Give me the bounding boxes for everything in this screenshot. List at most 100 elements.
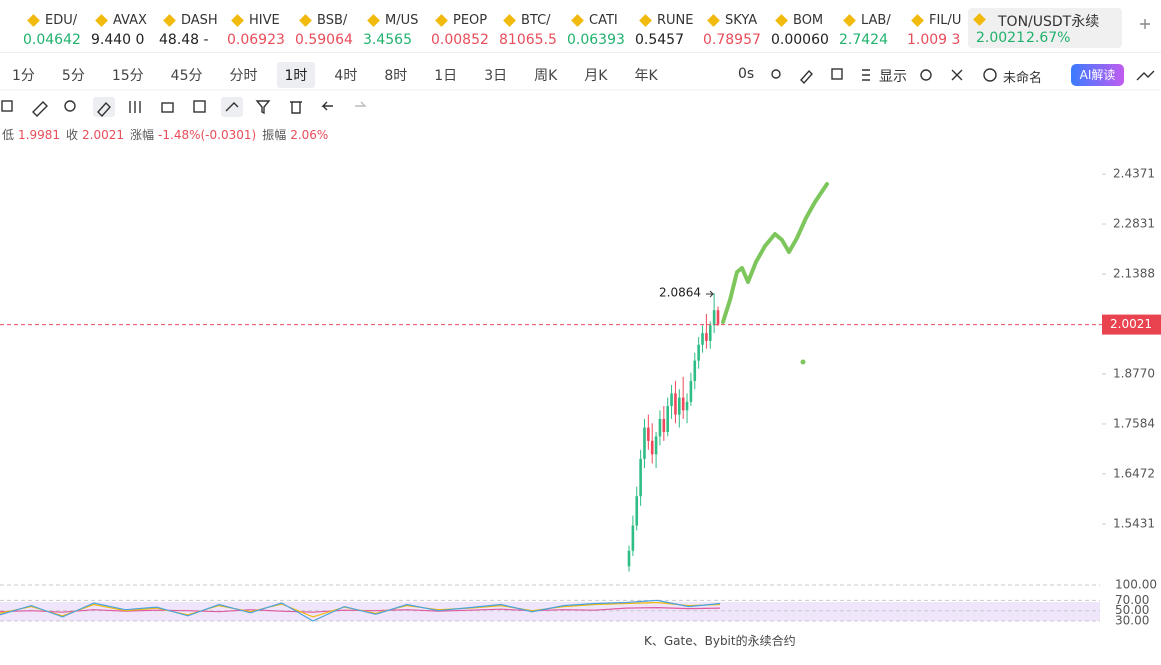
ticker-item[interactable]: G1 [0,10,21,50]
ticker-symbol: BSB/ [317,13,348,28]
interval-button[interactable]: 45分 [170,68,203,84]
coin-icon [95,14,108,27]
ticker-item[interactable]: EDU/0.04642 [23,10,89,50]
ticker-price: 0.59064 [295,32,353,48]
coin-icon [231,14,244,27]
interval-button[interactable]: 4时 [334,68,358,84]
interval-button[interactable]: 8时 [384,68,408,84]
tool-icon[interactable] [161,102,174,113]
tool-icon[interactable] [129,101,141,113]
ticker-symbol: RUNE [657,13,694,28]
layout-name[interactable]: 未命名 [1003,71,1043,86]
tool-icon[interactable] [983,68,997,82]
candle-body [658,418,662,437]
ticker-price: 9.440 0 [91,32,145,48]
candle-body [708,325,712,341]
coin-icon [843,14,856,27]
interval-bar: 1分 5分 15分 45分 分时 1时 4时 8时 1日 3日 周K 月K 年K [4,62,677,88]
ticker-symbol: BOM [793,13,824,28]
tool-icon[interactable] [862,69,870,81]
ticker-item[interactable]: RUNE 0.5457 [635,10,701,50]
interval-button[interactable]: 年K [634,68,658,84]
ai-button[interactable]: AI解读 [1071,64,1124,86]
add-tab[interactable] [1140,19,1150,29]
ticker-item[interactable]: DASH 48.48 - [159,10,225,50]
ticker-price: 0.5457 [635,32,684,48]
ticker-item[interactable]: BOM 0.00060 [771,10,837,50]
rsi-band [0,602,1100,621]
ticker-price: 0.06393 [567,32,625,48]
tool-icon[interactable] [290,101,302,114]
display-button[interactable]: 显示 [879,69,907,85]
rsi-line [0,599,721,622]
ticker-item[interactable]: AVAX 9.440 0 [91,10,157,50]
ticker-item[interactable]: FIL/U 1.009 3 [907,10,973,50]
interval-button[interactable]: 1分 [12,68,35,84]
candle-body [689,380,693,402]
tool-icon[interactable] [64,100,76,112]
interval-button[interactable]: 1时 [276,62,316,88]
interval-button[interactable]: 5分 [61,68,85,84]
max-price-label: 2.0864 [659,286,701,300]
y-tick-label: 2.4371 [1113,167,1155,181]
candle-body [685,401,689,411]
ticker-item[interactable]: M/US 3.4565 [363,10,429,50]
interval-button[interactable]: 3日 [484,68,508,84]
interval-button[interactable]: 月K [584,68,608,84]
coin-icon [973,13,986,26]
tool-icon[interactable] [1136,70,1155,81]
ticker-item[interactable]: BSB/0.59064 [295,10,361,50]
ticker-price: 0.04642 [23,32,81,48]
ticker-symbol: EDU/ [45,13,78,28]
interval-button[interactable]: 分时 [229,68,258,84]
ticker-price: 3.4565 [363,32,412,48]
ticker-item[interactable]: BTC/81065.5 [499,10,565,50]
tool-icon[interactable] [920,69,932,81]
candle-body [716,310,720,325]
coin-icon [435,14,448,27]
interval-button[interactable]: 15分 [111,68,144,84]
coin-icon [163,14,176,27]
candle-body [712,310,716,326]
active-change: 2.67% [1026,30,1071,46]
ticker-price: 2.7424 [839,32,888,48]
ticker-item[interactable]: CATI 0.06393 [567,10,633,50]
info-value: 2.0021 [82,128,125,142]
interval-button[interactable]: 1日 [434,68,458,84]
tool-icon[interactable] [97,101,111,118]
ticker-symbol: SKYA [725,13,758,28]
ticker-item[interactable]: SKYA 0.78957 [703,10,769,50]
ticker-item[interactable]: LAB/2.7424 [839,10,905,50]
info-label: 振幅 [262,128,287,142]
ticker-price: 1.009 3 [907,32,961,48]
interval-button[interactable]: 周K [534,68,558,84]
candle-body [697,344,700,361]
brush-drawing[interactable] [721,182,829,324]
ticker-item[interactable]: HIVE 0.06923 [227,10,293,50]
tool-icon[interactable] [225,102,239,112]
candle-body [654,436,658,455]
footer-text: K、Gate、Bybit的永续合约 [644,633,796,648]
ticker-symbol: FIL/U [929,13,962,28]
ticker-item[interactable]: PEOP 0.00852 [431,10,497,50]
tool-icon[interactable] [771,69,781,79]
candle-body [666,406,669,433]
coin-icon [707,14,720,27]
tool-icon[interactable] [831,68,843,80]
last-price-label: 2.0021 [1110,317,1152,331]
tool-icon[interactable] [321,101,333,111]
tool-icon[interactable] [193,100,206,113]
info-label: 低 [2,128,15,142]
brush-dot [800,359,806,365]
active-ticker[interactable]: TON/USDT永续 2.0021 2.67% [968,8,1122,48]
tool-icon[interactable] [1,100,13,112]
tool-icon[interactable] [800,69,813,85]
tool-icon[interactable] [951,69,963,81]
tool-icon[interactable] [32,101,48,117]
ticker-price: 0.00852 [431,32,489,48]
rsi-tick-label: 30.00 [1115,613,1149,627]
ticker-price: 0.06923 [227,32,285,48]
tool-icon[interactable] [255,100,271,115]
y-tick-label: 2.1388 [1113,267,1155,281]
